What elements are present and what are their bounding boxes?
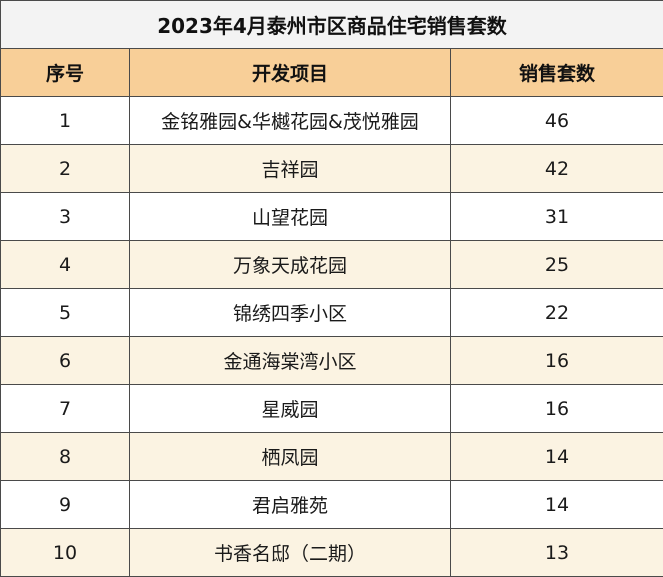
rank-cell: 5 <box>0 288 130 337</box>
table-row: 5 锦绣四季小区 22 <box>0 288 663 337</box>
rank-cell: 3 <box>0 192 130 241</box>
table-row: 1 金铭雅园&华樾花园&茂悦雅园 46 <box>0 96 663 145</box>
units-cell: 46 <box>449 96 663 145</box>
table-row: 3 山望花园 31 <box>0 192 663 241</box>
rank-cell: 6 <box>0 336 130 385</box>
title-row: 2023年4月泰州市区商品住宅销售套数 <box>0 0 663 49</box>
units-cell: 13 <box>449 528 663 577</box>
table-row: 7 星威园 16 <box>0 384 663 433</box>
rank-cell: 9 <box>0 480 130 529</box>
units-cell: 16 <box>449 336 663 385</box>
rank-cell: 1 <box>0 96 130 145</box>
table-title: 2023年4月泰州市区商品住宅销售套数 <box>0 0 663 49</box>
units-cell: 42 <box>449 144 663 193</box>
units-cell: 22 <box>449 288 663 337</box>
table-row: 8 栖凤园 14 <box>0 432 663 481</box>
table-row: 6 金通海棠湾小区 16 <box>0 336 663 385</box>
project-cell: 山望花园 <box>129 192 451 241</box>
units-cell: 14 <box>449 432 663 481</box>
project-cell: 万象天成花园 <box>129 240 451 289</box>
rank-cell: 8 <box>0 432 130 481</box>
project-cell: 书香名邸（二期） <box>129 528 451 577</box>
rank-cell: 10 <box>0 528 130 577</box>
rank-cell: 4 <box>0 240 130 289</box>
table-row: 2 吉祥园 42 <box>0 144 663 193</box>
project-cell: 金铭雅园&华樾花园&茂悦雅园 <box>129 96 451 145</box>
rank-cell: 2 <box>0 144 130 193</box>
units-cell: 25 <box>449 240 663 289</box>
table-row: 4 万象天成花园 25 <box>0 240 663 289</box>
units-cell: 31 <box>449 192 663 241</box>
project-cell: 锦绣四季小区 <box>129 288 451 337</box>
header-rank: 序号 <box>0 48 130 97</box>
units-cell: 16 <box>449 384 663 433</box>
table-row: 10 书香名邸（二期） 13 <box>0 528 663 577</box>
table-row: 9 君启雅苑 14 <box>0 480 663 529</box>
rank-cell: 7 <box>0 384 130 433</box>
project-cell: 金通海棠湾小区 <box>129 336 451 385</box>
header-row: 序号 开发项目 销售套数 <box>0 48 663 97</box>
header-units: 销售套数 <box>449 48 663 97</box>
project-cell: 君启雅苑 <box>129 480 451 529</box>
project-cell: 栖凤园 <box>129 432 451 481</box>
project-cell: 星威园 <box>129 384 451 433</box>
project-cell: 吉祥园 <box>129 144 451 193</box>
units-cell: 14 <box>449 480 663 529</box>
header-project: 开发项目 <box>129 48 451 97</box>
